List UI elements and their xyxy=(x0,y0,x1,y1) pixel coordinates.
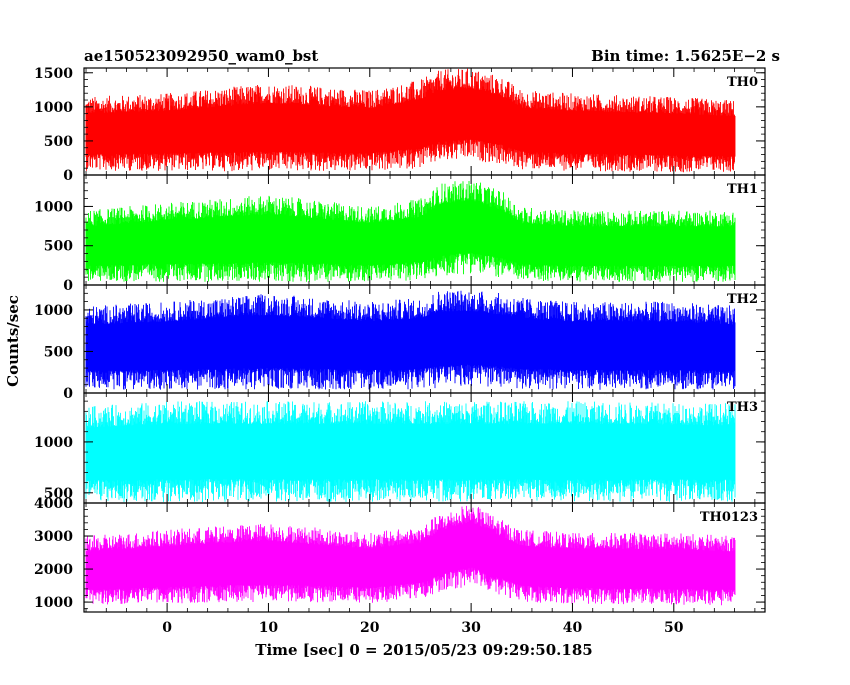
y-tick-label: 500 xyxy=(44,134,73,150)
y-tick-label: 1500 xyxy=(34,66,73,82)
panels-group: 050010001500TH005001000TH105001000TH2500… xyxy=(34,66,766,636)
x-tick-label: 20 xyxy=(360,620,380,636)
panel-th0123: 1000 2000 3000 4000 TH0123 xyxy=(34,496,766,613)
y-tick-label: 0 xyxy=(63,278,73,294)
series-th2-trace xyxy=(85,290,736,390)
x-tick-label: 50 xyxy=(664,620,684,636)
y-tick-label: 1000 xyxy=(34,100,73,116)
x-tick-label: 10 xyxy=(259,620,279,636)
y-tick-label: 2000 xyxy=(34,562,73,578)
y-tick-label: 500 xyxy=(44,344,73,360)
y-tick-label: 3000 xyxy=(34,529,73,545)
y-tick-label: 500 xyxy=(44,239,73,255)
series-th0123-trace xyxy=(85,505,736,606)
y-tick-label: 1000 xyxy=(34,435,73,451)
panel-label-th0123: TH0123 xyxy=(700,510,758,525)
series-th1-trace xyxy=(85,181,736,282)
y-tick-label: 500 xyxy=(44,486,73,502)
panel-frame xyxy=(83,502,766,613)
y-tick-label: 1000 xyxy=(34,303,73,319)
bin-time-label: Bin time: 1.5625E−2 s xyxy=(591,47,780,65)
series-th3-trace xyxy=(85,401,736,502)
y-tick-label: 0 xyxy=(63,386,73,402)
chart-title: ae150523092950_wam0_bst xyxy=(84,47,318,65)
x-axis-label: Time [sec] 0 = 2015/05/23 09:29:50.185 xyxy=(255,641,592,659)
series-th0-trace xyxy=(85,68,736,173)
panel-th0: 0 500 1000 1500 TH0 xyxy=(34,66,766,184)
y-tick-label: 4000 xyxy=(34,496,73,512)
y-tick-label: 0 xyxy=(63,168,73,184)
panel-label-th1: TH1 xyxy=(727,182,758,197)
y-axis-label: Counts/sec xyxy=(4,295,22,387)
panel-th1: 0 500 1000 TH1 xyxy=(34,174,766,294)
panel-th2: 0 500 1000 TH2 xyxy=(34,284,766,402)
x-tick-label: 30 xyxy=(461,620,481,636)
y-tick-label: 1000 xyxy=(34,199,73,215)
panel-th3: 500 1000 TH3 xyxy=(34,392,766,504)
x-tick-label: 40 xyxy=(563,620,583,636)
panel-label-th3: TH3 xyxy=(727,400,758,415)
x-tick-label: 0 xyxy=(162,620,172,636)
y-tick-label: 1000 xyxy=(34,595,73,611)
panel-label-th2: TH2 xyxy=(727,292,758,307)
panel-label-th0: TH0 xyxy=(727,75,758,90)
